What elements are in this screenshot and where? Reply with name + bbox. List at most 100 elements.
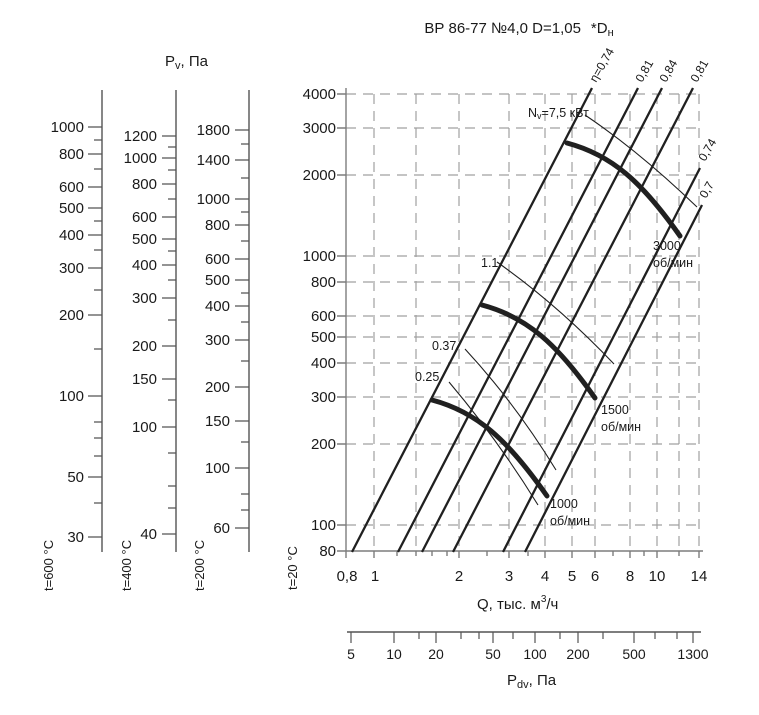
scale-200-major-ticks	[235, 129, 249, 529]
eta-line-074-left	[350, 87, 594, 553]
curve-3000-rpm	[564, 140, 683, 239]
scale-tick-label: 600	[132, 209, 157, 226]
pv-axis-title: Pv, Па	[165, 53, 209, 72]
pdv-labels: 5 10 20 50 100 200 500 1300	[347, 646, 709, 662]
scale-tick-label: 800	[59, 146, 84, 163]
pdv-axis-title: Pdv, Па	[507, 672, 557, 691]
eta-label: η=0,74	[586, 45, 617, 84]
y-tick-label: 80	[319, 543, 336, 560]
pdv-tick-label: 500	[622, 646, 646, 662]
scale-tick-label: 800	[205, 217, 230, 234]
eta-label: 0,81	[632, 57, 656, 85]
scale-tick-label: 100	[132, 419, 157, 436]
rpm-curves	[429, 140, 683, 499]
scale-tick-label: 1800	[197, 122, 230, 139]
scale-tick-label: 50	[67, 469, 84, 486]
scale-tick-label: 500	[205, 272, 230, 289]
scale-tick-label: 1000	[51, 119, 84, 136]
scale-lines	[101, 90, 250, 552]
scale-tick-label: 30	[67, 529, 84, 546]
scale-tick-label: 500	[59, 200, 84, 217]
x-tick-label: 2	[455, 568, 463, 585]
scale-400-minor-ticks	[168, 146, 176, 509]
pdv-tick-label: 50	[485, 646, 501, 662]
scale-tick-label: 200	[205, 379, 230, 396]
scale-tick-label: 200	[59, 307, 84, 324]
scale-tick-label: 300	[205, 332, 230, 349]
scale-tick-label: 100	[59, 388, 84, 405]
scale-tick-label: 500	[132, 231, 157, 248]
main-axes	[345, 88, 703, 552]
power-curve-7-5	[584, 114, 698, 208]
rpm-labels: 3000 об/мин 1500 об/мин 1000 об/мин	[550, 239, 693, 528]
scale-tick-label: 1000	[124, 150, 157, 167]
scale-tick-label: 1400	[197, 152, 230, 169]
y-tick-label: 3000	[303, 120, 336, 137]
power-labels: Nv=7,5 кВт 1.1 0.37 0.25	[415, 106, 589, 384]
scale-tick-label: 600	[205, 251, 230, 268]
temp-label-600: t=600 °C	[41, 540, 56, 591]
main-y-labels: 4000 3000 2000 1000 800 600 500 400 300 …	[303, 86, 336, 560]
temp-label-200: t=200 °C	[192, 540, 207, 591]
x-tick-label: 1	[371, 568, 379, 585]
scale-400-major-ticks	[162, 135, 176, 535]
eta-label: 0,81	[687, 57, 711, 85]
scale-400-labels: 1200 1000 800 600 500 400 300 200 150 10…	[124, 128, 157, 543]
rpm-label-1000: 1000	[550, 497, 578, 511]
power-curve-0-37	[464, 348, 557, 471]
scale-tick-label: 1200	[124, 128, 157, 145]
pdv-minor-ticks	[418, 632, 678, 639]
y-tick-label: 400	[311, 355, 336, 372]
x-tick-label: 0,8	[337, 568, 358, 585]
rpm-label-1000-units: об/мин	[550, 514, 590, 528]
scale-200-labels: 1800 1400 1000 800 600 500 400 300 200 1…	[197, 122, 230, 537]
pdv-tick-label: 1300	[677, 646, 708, 662]
power-label-0-37: 0.37	[432, 339, 456, 353]
y-tick-label: 500	[311, 329, 336, 346]
eta-label: 0,74	[695, 136, 719, 164]
y-tick-label: 1000	[303, 248, 336, 265]
eta-line-074-right	[501, 167, 702, 553]
x-axis-title: Q, тыс. м3/ч	[477, 594, 558, 613]
y-tick-label: 800	[311, 274, 336, 291]
scale-600-minor-ticks	[94, 139, 102, 504]
rpm-label-1500: 1500	[601, 403, 629, 417]
pdv-tick-label: 10	[386, 646, 402, 662]
eta-line-084	[420, 87, 664, 553]
pdv-tick-label: 100	[523, 646, 547, 662]
scale-tick-label: 40	[140, 526, 157, 543]
power-curve-0-25	[448, 381, 539, 506]
scale-200-minor-ticks	[241, 143, 249, 511]
rpm-label-3000: 3000	[653, 239, 681, 253]
chart-title: ВР 86-77 №4,0 D=1,05 *Dн	[424, 20, 613, 39]
scale-tick-label: 60	[213, 520, 230, 537]
x-tick-label: 14	[691, 568, 708, 585]
power-label-0-25: 0.25	[415, 370, 439, 384]
scale-tick-label: 400	[59, 227, 84, 244]
y-tick-label: 600	[311, 308, 336, 325]
pdv-tick-label: 5	[347, 646, 355, 662]
x-tick-label: 10	[649, 568, 666, 585]
power-curve-1-1	[496, 261, 615, 365]
y-tick-label: 4000	[303, 86, 336, 103]
scale-tick-label: 300	[132, 290, 157, 307]
pdv-tick-label: 20	[428, 646, 444, 662]
y-tick-label: 300	[311, 389, 336, 406]
scale-tick-label: 200	[132, 338, 157, 355]
scale-tick-label: 100	[205, 460, 230, 477]
power-curves	[448, 114, 698, 506]
eta-line-070	[523, 204, 704, 553]
x-tick-label: 8	[626, 568, 634, 585]
y-tick-label: 200	[311, 436, 336, 453]
x-tick-label: 5	[568, 568, 576, 585]
eta-labels: η=0,74 0,81 0,84 0,81 0,74 0,7	[586, 45, 719, 200]
y-axis-ticks	[337, 93, 346, 552]
scale-tick-label: 1000	[197, 191, 230, 208]
rpm-label-3000-units: об/мин	[653, 256, 693, 270]
scale-tick-label: 150	[205, 413, 230, 430]
pdv-scale: 5 10 20 50 100 200 500 1300 Pdv, Па	[347, 631, 709, 691]
scale-tick-label: 400	[205, 298, 230, 315]
x-tick-label: 3	[505, 568, 513, 585]
